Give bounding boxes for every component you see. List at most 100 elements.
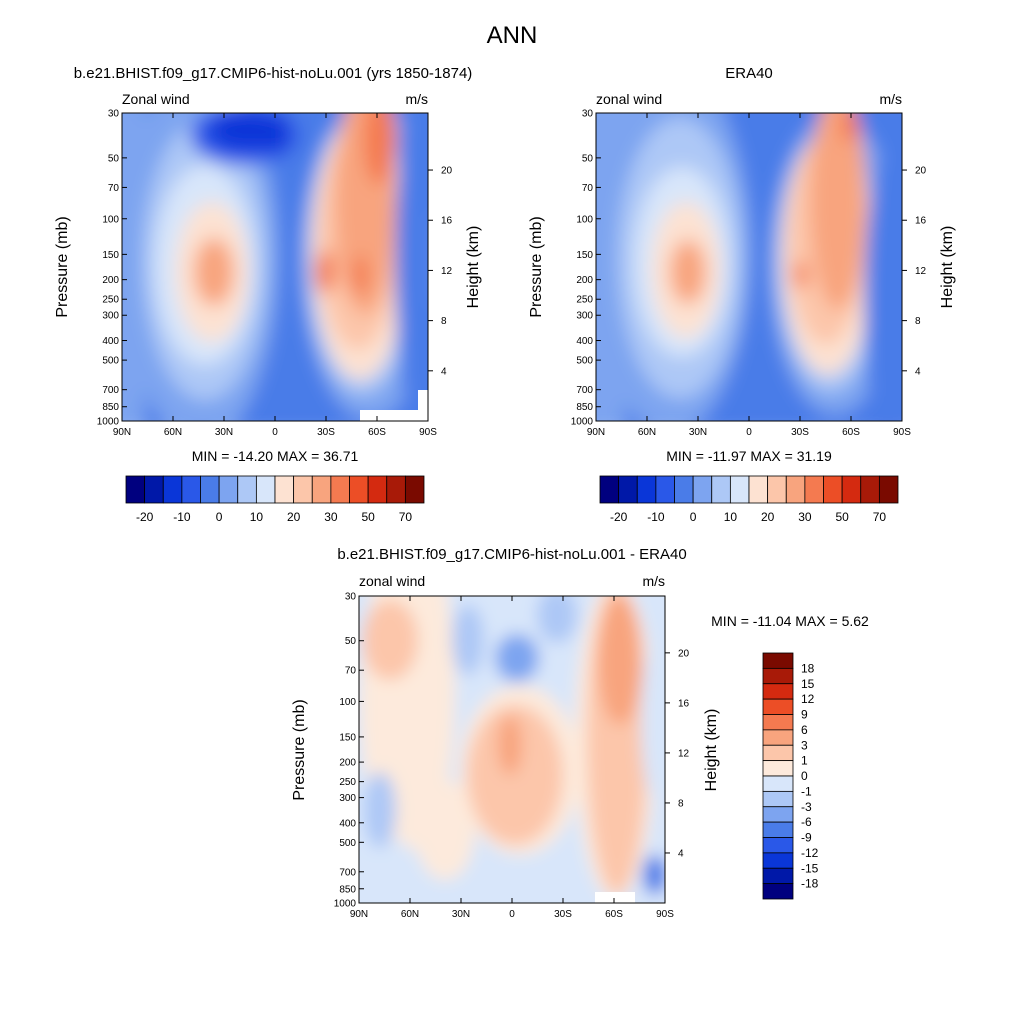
colorbar-box <box>841 475 862 504</box>
colorbar-label: 20 <box>761 510 775 524</box>
colorbar: -20 -10 0 10 20 30 50 70 <box>599 475 899 524</box>
y-tick-label: 200 <box>339 758 356 769</box>
contour-field <box>359 596 665 903</box>
y-right-tick-label: 12 <box>678 748 690 759</box>
x-tick-label: 60S <box>842 427 860 438</box>
colorbar-label: 30 <box>324 510 338 524</box>
colorbar-label: 20 <box>287 510 301 524</box>
colorbar-box <box>762 852 794 869</box>
panel-title: b.e21.BHIST.f09_g17.CMIP6-hist-noLu.001 … <box>337 546 686 563</box>
units-label: m/s <box>642 573 665 589</box>
x-tick-label: 90N <box>587 427 605 438</box>
y-tick-label: 150 <box>576 250 593 261</box>
panel-obs: ERA40 zonal wind m/s 30 <box>528 65 956 524</box>
y-right-tick-label: 4 <box>678 848 684 859</box>
y-right-tick-label: 8 <box>678 798 684 809</box>
y-right-tick-label: 20 <box>915 166 927 177</box>
colorbar-box <box>636 475 657 504</box>
y-tick-label: 850 <box>339 884 356 895</box>
x-tick-label: 0 <box>272 427 278 438</box>
panel-diff: b.e21.BHIST.f09_g17.CMIP6-hist-noLu.001 … <box>291 546 869 920</box>
x-tick-label: 90S <box>656 909 674 920</box>
colorbar-label: 12 <box>801 692 815 706</box>
colorbar-label: -15 <box>801 861 819 875</box>
units-label: m/s <box>405 91 428 107</box>
y-right-tick-label: 16 <box>915 216 927 227</box>
x-tick-label: 60N <box>638 427 656 438</box>
x-tick-label: 60N <box>401 909 419 920</box>
colorbar-box <box>125 475 146 504</box>
y-axis-title: Pressure (mb) <box>54 216 71 317</box>
axes: 3050701001502002503004005007008501000481… <box>571 109 927 439</box>
y-tick-label: 50 <box>582 153 594 164</box>
y-tick-label: 100 <box>102 214 119 225</box>
y-tick-label: 700 <box>339 867 356 878</box>
colorbar-box <box>293 475 313 504</box>
variable-label: Zonal wind <box>122 91 190 107</box>
colorbar-label: 1 <box>801 754 808 768</box>
y-tick-label: 400 <box>339 818 356 829</box>
colorbar-box <box>762 867 794 885</box>
y-tick-label: 700 <box>102 385 119 396</box>
colorbar-box <box>762 744 794 762</box>
contour-field <box>596 113 902 421</box>
x-tick-label: 30S <box>317 427 335 438</box>
colorbar-box <box>762 775 794 792</box>
colorbar-box <box>762 806 794 823</box>
panel-title: b.e21.BHIST.f09_g17.CMIP6-hist-noLu.001 … <box>74 65 473 82</box>
y-tick-label: 300 <box>576 311 593 322</box>
y-right-tick-label: 4 <box>915 366 921 377</box>
y-axis-right-title: Height (km) <box>939 226 956 309</box>
colorbar-box <box>655 475 675 504</box>
y-tick-label: 300 <box>339 793 356 804</box>
colorbar-box <box>692 475 713 504</box>
y-tick-label: 250 <box>102 295 119 306</box>
colorbar-label: -10 <box>173 510 191 524</box>
colorbar-box <box>162 475 183 504</box>
colorbar-box <box>349 475 369 504</box>
y-axis-right-title: Height (km) <box>703 709 720 792</box>
y-right-tick-label: 12 <box>915 266 927 277</box>
panel-model: b.e21.BHIST.f09_g17.CMIP6-hist-noLu.001 … <box>54 65 482 524</box>
colorbar-label: 50 <box>835 510 849 524</box>
colorbar-box <box>762 683 794 700</box>
x-tick-label: 30N <box>452 909 470 920</box>
colorbar-label: 3 <box>801 738 808 752</box>
x-tick-label: 30N <box>215 427 233 438</box>
y-axis-title: Pressure (mb) <box>528 216 545 317</box>
colorbar-label: 70 <box>873 510 887 524</box>
y-tick-label: 1000 <box>571 417 594 428</box>
colorbar-box <box>762 714 794 731</box>
y-tick-label: 100 <box>339 697 356 708</box>
colorbar-box <box>311 475 332 504</box>
colorbar-box <box>767 475 787 504</box>
colorbar-label: 30 <box>798 510 812 524</box>
colorbar-label: 9 <box>801 708 808 722</box>
x-tick-label: 0 <box>509 909 515 920</box>
colorbar-box <box>618 475 638 504</box>
colorbar-label: -20 <box>610 510 628 524</box>
colorbar-box <box>367 475 388 504</box>
colorbar-label: -18 <box>801 877 819 891</box>
y-tick-label: 1000 <box>97 417 120 428</box>
colorbar-label: -3 <box>801 800 812 814</box>
y-tick-label: 50 <box>108 153 120 164</box>
colorbar-box <box>762 837 794 854</box>
colorbar-label: 10 <box>724 510 738 524</box>
y-tick-label: 70 <box>108 183 120 194</box>
y-right-tick-label: 8 <box>441 316 447 327</box>
colorbar-box <box>762 760 794 777</box>
y-right-tick-label: 20 <box>441 166 453 177</box>
y-right-tick-label: 16 <box>678 698 690 709</box>
y-tick-label: 30 <box>345 592 357 603</box>
y-tick-label: 400 <box>102 336 119 347</box>
colorbar-label: 0 <box>801 769 808 783</box>
colorbar-label: 0 <box>216 510 223 524</box>
y-tick-label: 700 <box>576 385 593 396</box>
colorbar-box <box>711 475 731 504</box>
colorbar-box <box>599 475 620 504</box>
main-title: ANN <box>487 22 538 49</box>
y-tick-label: 30 <box>582 109 594 120</box>
